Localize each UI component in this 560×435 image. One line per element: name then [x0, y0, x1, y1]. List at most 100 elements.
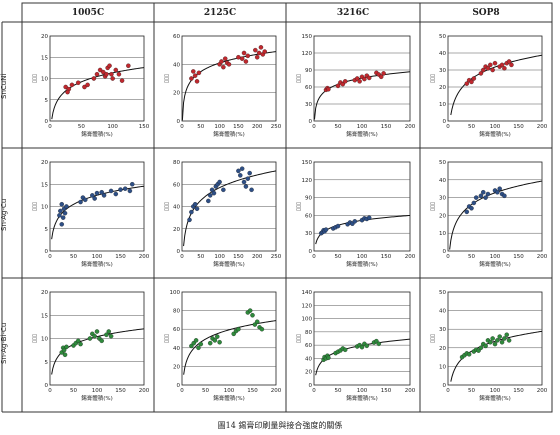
data-point	[211, 190, 217, 196]
y-tick-label: 5	[45, 98, 49, 104]
y-tick-label: 60	[305, 343, 312, 349]
data-point	[187, 217, 192, 223]
data-point	[490, 67, 495, 73]
y-tick-label: 15	[41, 313, 48, 319]
data-point	[87, 336, 93, 341]
panel-SnCuNi-3216C: 0 30 60 90 120 150 0 50 100 150 200 錫膏體積(%) ▯▯▯	[296, 34, 416, 138]
x-tick-label: 0	[312, 388, 316, 394]
data-point	[194, 79, 200, 84]
y-tick-label: 0	[443, 119, 447, 125]
y-tick-label: 20	[173, 91, 180, 97]
data-point	[247, 308, 253, 313]
data-point	[326, 87, 331, 92]
y-tick-label: 10	[41, 337, 48, 343]
y-tick-label: 20	[173, 227, 180, 233]
data-point	[217, 179, 222, 185]
x-tick-label: 150	[233, 254, 244, 260]
data-point	[119, 78, 125, 83]
data-point	[194, 206, 200, 211]
data-point	[209, 187, 215, 193]
x-tick-label: 100	[92, 254, 103, 260]
y-tick-label: 10	[439, 231, 446, 237]
y-tick-label: 0	[45, 119, 49, 125]
y-tick-label: 20	[305, 370, 312, 376]
data-point	[254, 55, 260, 60]
y-tick-label: 80	[173, 160, 180, 166]
y-tick-label: 15	[41, 55, 48, 61]
x-tick-label: 50	[335, 124, 342, 130]
data-point	[490, 336, 495, 341]
x-axis-label: 錫膏體積(%)	[213, 260, 245, 268]
data-point	[241, 179, 247, 185]
data-point	[97, 67, 103, 73]
x-axis-label: 錫膏體積(%)	[81, 130, 113, 138]
y-tick-label: 120	[302, 51, 313, 57]
data-point	[509, 62, 514, 68]
data-point	[116, 72, 122, 77]
data-point	[189, 209, 194, 215]
data-point	[109, 72, 114, 77]
column-header: 3216C	[336, 8, 370, 18]
y-tick-label: 0	[443, 383, 447, 389]
panel-SnCuNi-SOP8: 0 10 20 30 40 50 0 50 100 150 200 錫膏體積(%) ▯▯▯	[430, 34, 548, 138]
data-point	[364, 343, 370, 349]
x-axis-label: 錫膏體積(%)	[346, 394, 378, 402]
data-point	[376, 341, 382, 347]
data-point	[69, 82, 75, 88]
data-point	[464, 209, 470, 215]
y-tick-label: 60	[305, 213, 312, 219]
plot-area	[447, 35, 543, 122]
data-point	[478, 193, 484, 199]
data-point	[101, 69, 106, 75]
x-tick-label: 200	[537, 254, 548, 260]
x-tick-label: 0	[180, 254, 184, 260]
data-point	[99, 338, 104, 344]
data-point	[366, 75, 372, 81]
y-tick-label: 120	[302, 303, 313, 309]
x-axis-label: 錫膏體積(%)	[346, 130, 378, 138]
data-point	[342, 79, 348, 84]
x-tick-label: 100	[490, 254, 501, 260]
plot-area	[313, 161, 411, 252]
data-point	[122, 186, 128, 191]
x-tick-label: 150	[513, 254, 524, 260]
y-axis-label: ▯▯▯	[32, 74, 38, 83]
data-point	[104, 72, 109, 77]
x-axis-label: 錫膏體積(%)	[346, 260, 378, 268]
y-tick-label: 50	[439, 160, 446, 166]
y-axis-label: ▯▯▯	[296, 202, 302, 211]
data-point	[342, 347, 348, 353]
data-point	[502, 336, 507, 341]
data-point	[499, 62, 505, 68]
data-point	[82, 84, 87, 90]
y-tick-label: 100	[302, 317, 313, 323]
data-point	[58, 208, 63, 214]
y-tick-label: 15	[41, 182, 48, 188]
y-tick-label: 140	[302, 290, 313, 296]
data-point	[222, 56, 228, 61]
data-point	[366, 215, 372, 221]
data-point	[85, 82, 90, 88]
y-tick-label: 10	[439, 102, 446, 108]
data-point	[492, 60, 498, 66]
y-tick-label: 10	[41, 77, 48, 83]
data-point	[495, 190, 500, 195]
data-point	[101, 193, 107, 198]
x-tick-label: 200	[405, 124, 416, 130]
y-tick-label: 30	[305, 231, 312, 237]
data-point	[488, 62, 493, 68]
data-point	[206, 198, 211, 204]
x-axis-label: 錫膏體積(%)	[213, 130, 245, 138]
y-tick-label: 0	[45, 249, 49, 255]
data-point	[113, 191, 119, 197]
data-point	[108, 188, 114, 194]
data-point	[62, 210, 68, 216]
x-tick-label: 200	[252, 124, 263, 130]
data-point	[106, 329, 112, 334]
data-point	[243, 184, 249, 189]
y-tick-label: 0	[443, 249, 447, 255]
x-tick-label: 100	[107, 124, 118, 130]
y-axis-label: ▯▯▯	[164, 202, 170, 211]
x-tick-label: 100	[214, 124, 225, 130]
y-tick-label: 60	[173, 182, 180, 188]
